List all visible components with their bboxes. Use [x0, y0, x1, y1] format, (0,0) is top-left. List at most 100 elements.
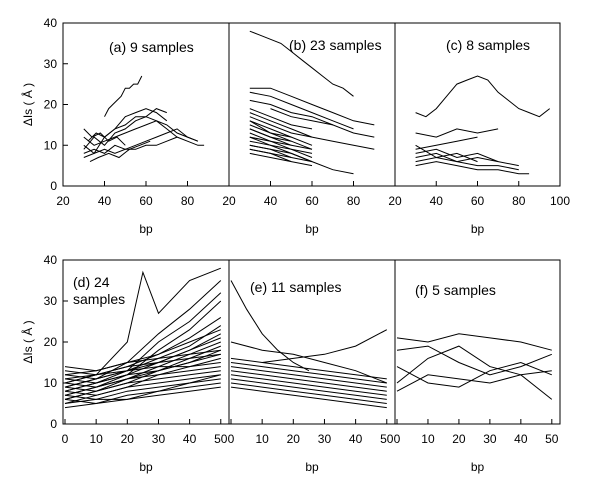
x-axis-label: bp	[305, 222, 319, 236]
series-line	[415, 152, 519, 167]
series-line	[64, 353, 221, 384]
series-line	[249, 136, 292, 146]
x-tick-label: 100	[550, 194, 570, 208]
series-line	[249, 87, 375, 126]
series-line	[230, 386, 387, 409]
series-line	[249, 132, 313, 154]
x-tick-label: 60	[305, 194, 319, 208]
series-line	[64, 374, 221, 396]
panel-title: samples	[73, 291, 125, 307]
y-tick-label: 10	[44, 138, 58, 152]
x-tick-label: 30	[152, 432, 166, 446]
series-line	[230, 374, 387, 396]
x-tick-label: 20	[121, 432, 135, 446]
series-line	[230, 366, 387, 388]
x-tick-label: 10	[421, 432, 435, 446]
series-line	[262, 329, 388, 363]
series-line	[64, 370, 221, 392]
panel-e: (e) 11 samples	[230, 279, 388, 409]
series-line	[87, 116, 178, 142]
series-line	[396, 345, 552, 384]
series-line	[249, 152, 292, 163]
series-line	[83, 120, 199, 146]
series-line	[415, 75, 551, 118]
x-tick-label: 40	[349, 432, 363, 446]
x-tick-label: 40	[514, 432, 528, 446]
series-line	[415, 148, 499, 163]
x-axis-label: bp	[139, 460, 153, 474]
series-line	[249, 99, 333, 126]
y-axis-label: ΔIs ( Å )	[20, 320, 35, 363]
series-line	[64, 349, 221, 372]
x-tick-label: 20	[388, 194, 402, 208]
x-axis-label: bp	[139, 222, 153, 236]
panel-title: (b) 23 samples	[289, 37, 382, 53]
series-line	[64, 378, 221, 400]
series-line	[249, 120, 313, 146]
series-line	[64, 386, 221, 404]
series-line	[415, 128, 499, 138]
x-tick-label: 40	[430, 194, 444, 208]
series-line	[64, 353, 221, 376]
series-line	[230, 378, 387, 400]
series-line	[291, 152, 354, 175]
series-line	[83, 128, 199, 154]
x-tick-label: 20	[452, 432, 466, 446]
series-line	[249, 112, 313, 138]
panel-b: (b) 23 samples	[249, 30, 382, 175]
series-line	[64, 382, 221, 405]
x-tick-label: 40	[98, 194, 112, 208]
series-line	[230, 370, 387, 392]
y-axis-label: ΔIs ( Å )	[20, 83, 35, 126]
series-line	[230, 280, 310, 372]
panel-title: (a) 9 samples	[109, 39, 194, 55]
y-tick-label: 30	[44, 57, 58, 71]
series-line	[249, 108, 313, 130]
x-tick-label: 10	[89, 432, 103, 446]
y-tick-label: 0	[50, 179, 57, 193]
series-line	[104, 75, 143, 117]
series-line	[230, 341, 387, 384]
x-tick-label: 10	[255, 432, 269, 446]
x-tick-label: 30	[318, 432, 332, 446]
series-line	[249, 116, 375, 150]
x-tick-label: 50	[545, 432, 559, 446]
series-line	[249, 148, 292, 158]
series-line	[396, 374, 553, 400]
series-line	[249, 144, 292, 154]
series-line	[64, 362, 221, 380]
x-axis-label: bp	[305, 460, 319, 474]
series-line	[64, 374, 221, 409]
series-line	[270, 108, 375, 138]
series-line	[230, 382, 387, 404]
series-line	[64, 337, 221, 380]
series-line	[249, 120, 292, 138]
series-line	[83, 108, 167, 150]
series-line	[249, 30, 354, 97]
series-line	[64, 366, 221, 388]
y-tick-label: 10	[44, 376, 58, 390]
series-line	[83, 128, 126, 146]
y-tick-label: 20	[44, 98, 58, 112]
x-tick-label: 20	[222, 194, 236, 208]
panel-title: (e) 11 samples	[250, 279, 342, 295]
series-line	[83, 108, 168, 155]
x-axis-label: bp	[471, 460, 485, 474]
x-tick-label: 20	[287, 432, 301, 446]
panel-f: (f) 5 samples	[396, 282, 553, 400]
x-tick-label: 0	[62, 432, 69, 446]
x-tick-label: 20	[56, 194, 70, 208]
x-tick-label: 30	[483, 432, 497, 446]
series-line	[396, 345, 552, 376]
panel-a: (a) 9 samples	[83, 39, 205, 163]
panel-title: (c) 8 samples	[446, 37, 530, 53]
x-tick-label: 50	[214, 432, 228, 446]
series-line	[396, 333, 552, 351]
series-line	[89, 140, 151, 163]
panel-c: (c) 8 samples	[415, 37, 551, 175]
series-line	[396, 361, 552, 388]
panel-title: (f) 5 samples	[415, 282, 496, 298]
x-tick-label: 40	[264, 194, 278, 208]
y-tick-label: 30	[44, 294, 58, 308]
panel-title: (d) 24	[73, 274, 110, 290]
